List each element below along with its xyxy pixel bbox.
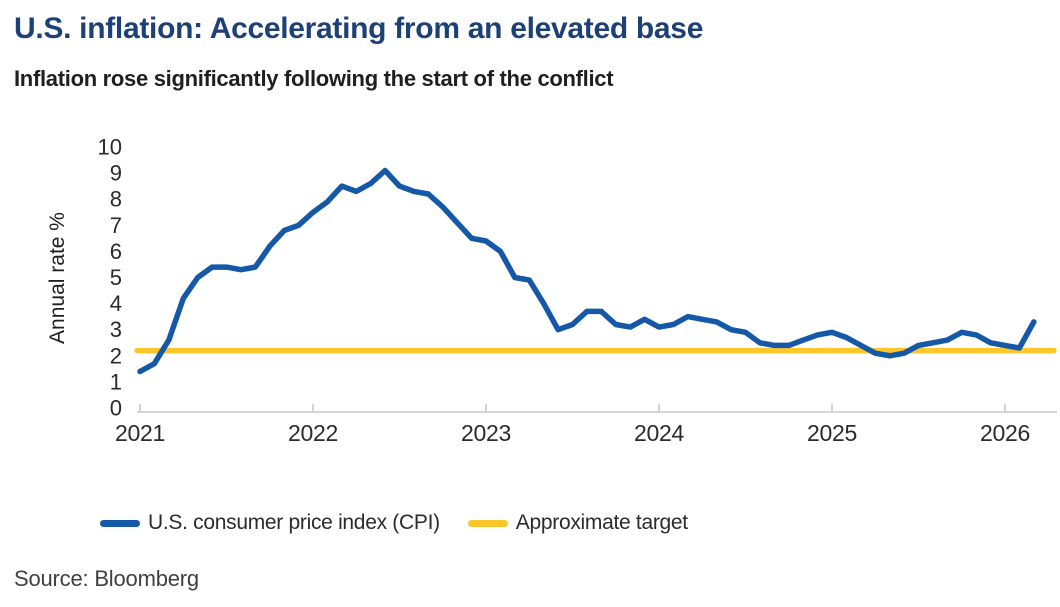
- y-tick-label: 6: [110, 239, 122, 264]
- target-legend-label: Approximate target: [515, 511, 688, 534]
- chart-legend: U.S. consumer price index (CPI) Approxim…: [100, 508, 1000, 538]
- y-tick-label: 7: [110, 213, 122, 238]
- cpi-line-swatch: [100, 519, 140, 527]
- y-tick-label: 0: [110, 396, 122, 421]
- legend-item-cpi: U.S. consumer price index (CPI): [100, 511, 440, 535]
- y-tick-label: 1: [110, 369, 122, 394]
- x-tick-label: 2021: [115, 420, 165, 446]
- cpi-legend-label: U.S. consumer price index (CPI): [148, 511, 440, 534]
- y-tick-label: 3: [110, 317, 122, 342]
- y-tick-label: 4: [110, 291, 122, 316]
- y-axis-title: Annual rate %: [46, 212, 69, 344]
- cpi-line: [137, 167, 1037, 375]
- x-tick-label: 2025: [807, 420, 857, 446]
- chart-subtitle: Inflation rose significantly following t…: [14, 66, 614, 91]
- source-caption: Source: Bloomberg: [14, 566, 199, 591]
- y-tick-label: 5: [110, 265, 122, 290]
- y-tick-label: 2: [110, 343, 122, 368]
- y-tick-label: 9: [110, 161, 122, 186]
- target-line-swatch: [467, 519, 508, 527]
- x-tick-label: 2023: [461, 420, 511, 446]
- x-tick-label: 2024: [634, 420, 684, 446]
- y-tick-label: 8: [110, 187, 122, 212]
- x-tick-label: 2022: [288, 420, 338, 446]
- page-title: U.S. inflation: Accelerating from an ele…: [14, 12, 704, 45]
- x-tick-label: 2026: [980, 420, 1030, 446]
- y-tick-label: 10: [98, 135, 122, 160]
- legend-item-target: Approximate target: [467, 511, 688, 535]
